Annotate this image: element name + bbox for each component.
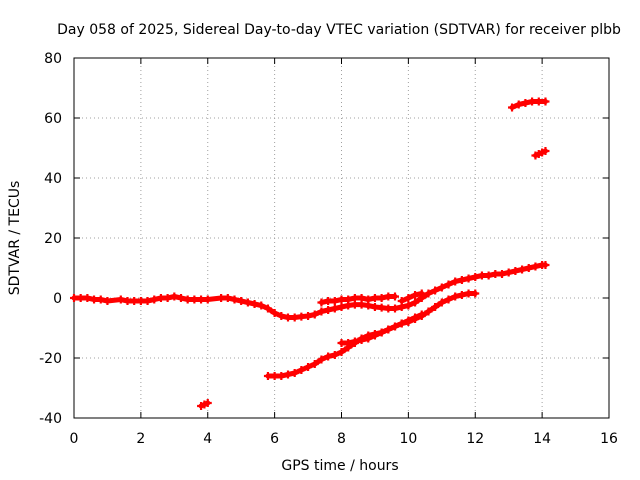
x-tick-label: 4 (203, 431, 212, 447)
series-middle-track (337, 310, 426, 347)
series-high-upper (508, 97, 550, 112)
x-tick-label: 14 (533, 431, 551, 447)
y-tick-label: 80 (44, 51, 62, 67)
series-isolated-low (197, 399, 212, 410)
x-tick-label: 16 (600, 431, 618, 447)
y-tick-label: 40 (44, 171, 62, 187)
data-segment (412, 312, 425, 320)
series-secondary-segment (397, 289, 426, 305)
x-tick-label: 12 (466, 431, 484, 447)
series-upper-segment (317, 292, 399, 307)
x-tick-label: 8 (337, 431, 346, 447)
y-tick-label: 0 (53, 291, 62, 307)
data-segment (201, 400, 211, 407)
grid-lines (74, 58, 609, 418)
x-tick-label: 6 (270, 431, 279, 447)
x-tick-label: 2 (136, 431, 145, 447)
y-axis-label: SDTVAR / TECUs (7, 181, 23, 296)
x-axis-label: GPS time / hours (281, 458, 398, 474)
x-tick-label: 10 (399, 431, 417, 447)
y-tick-label: -40 (39, 411, 62, 427)
data-segment (539, 148, 548, 155)
series-main-track (70, 261, 550, 322)
data-segment (412, 291, 425, 298)
y-tick-label: -20 (39, 351, 62, 367)
x-axis-ticks: 0 2 4 6 8 10 12 14 16 (70, 58, 618, 447)
x-tick-label: 0 (70, 431, 79, 447)
y-tick-label: 60 (44, 111, 62, 127)
y-tick-label: 20 (44, 231, 62, 247)
chart-title: Day 058 of 2025, Sidereal Day-to-day VTE… (57, 22, 621, 38)
series-high-lower (531, 147, 550, 160)
data-points (70, 97, 550, 410)
y-axis-ticks: -40 -20 0 20 40 60 80 (39, 51, 609, 427)
